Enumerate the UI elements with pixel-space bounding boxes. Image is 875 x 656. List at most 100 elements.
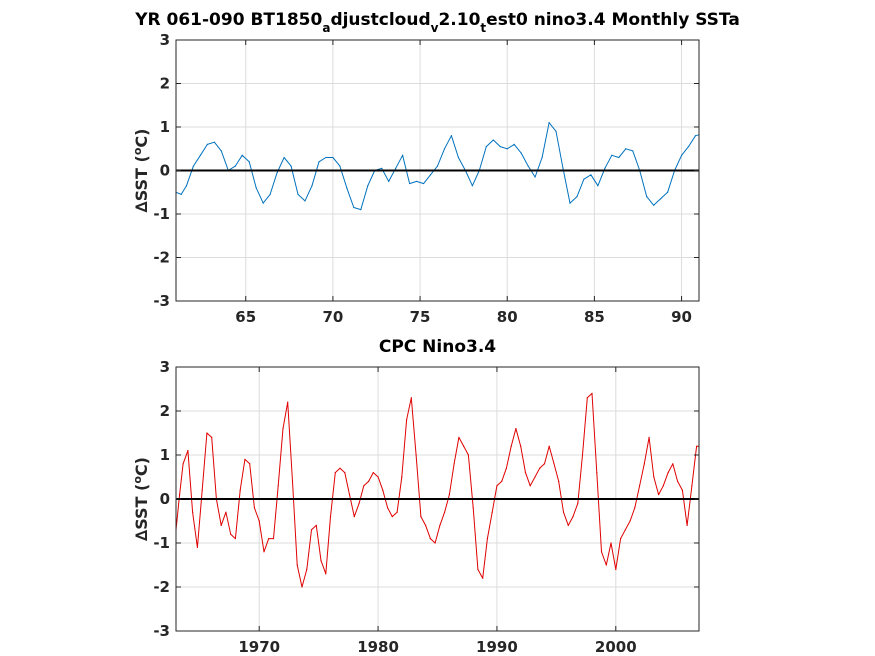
- data-point: [591, 392, 593, 394]
- data-point: [348, 494, 351, 496]
- text-part: ∆SST (: [132, 484, 151, 541]
- data-point: [277, 485, 279, 487]
- data-point: [296, 564, 298, 566]
- data-point: [415, 180, 418, 182]
- data-point: [291, 480, 294, 482]
- data-point: [534, 476, 536, 478]
- text-part: v: [431, 21, 439, 35]
- data-point: [230, 533, 232, 535]
- data-point: [282, 428, 284, 430]
- data-point: [283, 156, 285, 159]
- data-point: [597, 185, 599, 187]
- x-tick-label: 1980: [357, 638, 399, 656]
- x-tick-label: 70: [322, 308, 343, 326]
- data-point: [694, 135, 697, 137]
- data-point: [569, 202, 571, 204]
- data-point: [680, 154, 683, 156]
- data-point: [624, 529, 626, 531]
- y-tick-label: 3: [160, 31, 170, 49]
- data-point: [604, 167, 606, 169]
- data-series-line: [175, 392, 699, 588]
- y-tick-label: -1: [153, 205, 170, 223]
- data-point: [192, 511, 194, 513]
- data-point: [220, 524, 222, 527]
- data-point: [220, 150, 222, 152]
- data-point: [653, 204, 655, 206]
- data-point: [618, 156, 620, 159]
- data-point: [409, 182, 411, 185]
- x-tick-label: 75: [410, 308, 431, 326]
- data-point: [401, 476, 403, 478]
- data-point: [396, 511, 398, 513]
- data-point: [301, 586, 303, 588]
- data-point: [548, 122, 550, 124]
- data-point: [325, 573, 327, 575]
- data-point: [248, 161, 250, 163]
- data-point: [334, 472, 336, 474]
- data-point: [187, 450, 189, 452]
- data-point: [304, 200, 306, 202]
- data-point: [178, 494, 181, 496]
- y-tick-label: -2: [153, 578, 170, 596]
- data-point: [344, 472, 346, 474]
- data-point: [253, 507, 256, 509]
- data-point: [353, 516, 355, 518]
- data-point: [234, 538, 237, 540]
- data-point: [615, 568, 617, 571]
- data-point: [660, 198, 662, 200]
- data-point: [372, 472, 374, 474]
- x-tick-label: 1990: [476, 638, 518, 656]
- data-point: [263, 551, 265, 553]
- data-point: [367, 185, 369, 187]
- data-point: [450, 135, 453, 137]
- data-point: [185, 185, 188, 187]
- data-point: [325, 156, 327, 159]
- data-point: [458, 436, 460, 438]
- data-point: [420, 516, 422, 518]
- data-point: [425, 524, 427, 527]
- data-point: [553, 463, 555, 465]
- data-point: [318, 161, 320, 163]
- data-point: [332, 156, 334, 159]
- data-point: [410, 397, 412, 399]
- data-point: [182, 463, 184, 465]
- data-point: [583, 178, 585, 180]
- chart-title: CPC Nino3.4: [379, 337, 496, 357]
- y-tick-label: 2: [160, 75, 170, 93]
- data-point: [653, 476, 655, 478]
- data-point: [388, 180, 390, 182]
- data-point: [619, 538, 622, 540]
- data-point: [329, 516, 332, 518]
- data-point: [513, 143, 515, 145]
- data-point: [646, 196, 648, 198]
- data-point: [199, 154, 202, 156]
- data-point: [306, 568, 308, 571]
- data-point: [457, 156, 460, 159]
- text-part: ∆SST (: [132, 155, 151, 212]
- data-point: [287, 401, 289, 403]
- data-point: [501, 480, 503, 482]
- data-point: [255, 187, 257, 189]
- y-axis-label: ∆SST (oC): [131, 457, 151, 541]
- data-point: [555, 130, 557, 132]
- data-point: [382, 489, 384, 491]
- data-point: [572, 516, 574, 518]
- data-point: [562, 511, 565, 513]
- data-point: [453, 463, 455, 465]
- data-point: [346, 187, 348, 189]
- data-point: [472, 507, 474, 509]
- data-point: [605, 564, 607, 566]
- data-point: [234, 165, 236, 167]
- text-part: a: [322, 21, 330, 35]
- data-point: [415, 454, 417, 456]
- text-part: 2.10: [438, 10, 480, 30]
- data-point: [629, 520, 631, 522]
- data-point: [505, 467, 508, 469]
- data-point: [358, 502, 360, 504]
- data-point: [422, 182, 425, 185]
- data-point: [527, 165, 529, 167]
- data-point: [625, 148, 627, 150]
- text-part: CPC Nino3.4: [379, 337, 496, 357]
- data-point: [610, 542, 612, 544]
